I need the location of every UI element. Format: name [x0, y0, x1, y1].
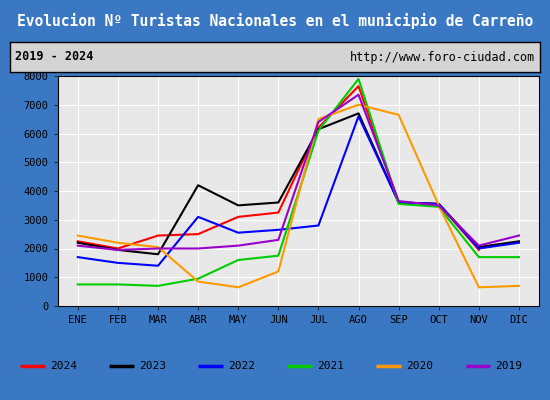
- Text: Evolucion Nº Turistas Nacionales en el municipio de Carreño: Evolucion Nº Turistas Nacionales en el m…: [17, 13, 533, 29]
- Text: 2024: 2024: [50, 361, 77, 371]
- Text: 2020: 2020: [406, 361, 433, 371]
- Text: 2021: 2021: [317, 361, 344, 371]
- Text: http://www.foro-ciudad.com: http://www.foro-ciudad.com: [350, 50, 535, 64]
- Text: 2019: 2019: [495, 361, 522, 371]
- Text: 2022: 2022: [228, 361, 255, 371]
- Text: 2023: 2023: [139, 361, 166, 371]
- Text: 2019 - 2024: 2019 - 2024: [15, 50, 94, 64]
